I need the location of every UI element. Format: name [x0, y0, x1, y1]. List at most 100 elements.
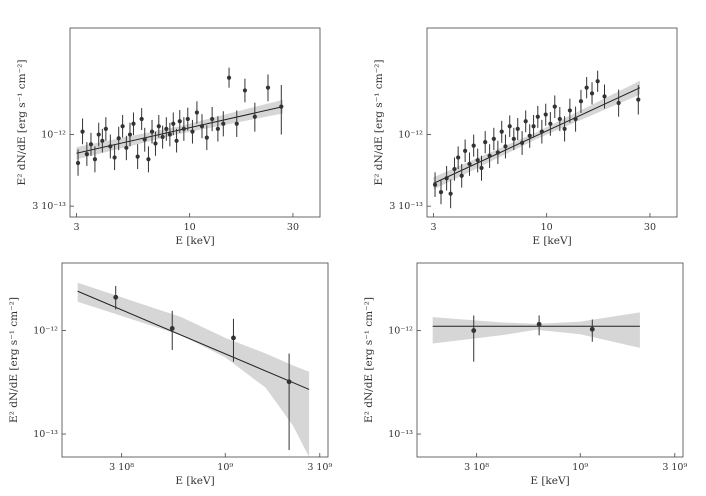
data-point-16	[135, 154, 140, 159]
y-axis-label: E² dN/dE [erg s⁻¹ cm⁻²]	[373, 60, 385, 186]
x-tick-label: 30	[287, 222, 299, 233]
data-point-38	[595, 79, 600, 84]
data-point-7	[459, 173, 464, 178]
data-point-3	[444, 176, 449, 181]
y-tick-label: 10⁻¹³	[33, 429, 58, 440]
data-point-18	[503, 144, 508, 149]
data-point-38	[226, 75, 232, 80]
x-tick-label: 3 10⁹	[307, 462, 332, 473]
x-tick-label: 3 10⁸	[109, 462, 134, 473]
x-tick-label: 3	[430, 222, 436, 233]
y-axis-label: E² dN/dE [erg s⁻¹ cm⁻²]	[16, 60, 28, 186]
data-point-34	[204, 135, 209, 140]
data-point-1	[75, 160, 81, 166]
x-tick-label: 10	[541, 222, 553, 233]
data-point-30	[185, 116, 190, 122]
data-point-42	[265, 85, 271, 90]
data-point-33	[567, 108, 572, 113]
plot-frame	[69, 27, 321, 218]
x-axis-label: E [keV]	[175, 235, 214, 247]
data-point-14	[487, 153, 492, 158]
data-point-32	[562, 126, 567, 131]
chart-panel-3: 3 10⁸ 10⁹ 3 10⁹ 10⁻¹³ 10⁻¹² E [keV] E² dN/dE […	[8, 262, 332, 487]
data-point-36	[215, 126, 220, 131]
data-point-13	[124, 145, 129, 150]
data-point-12	[479, 165, 484, 171]
data-point-28	[177, 119, 182, 124]
data-point-6	[456, 155, 461, 160]
y-tick-label: 10⁻¹³	[388, 429, 413, 440]
data-point-1	[471, 328, 477, 333]
data-point-26	[535, 114, 540, 119]
x-tick-label: 3	[73, 222, 79, 233]
y-tick-label: 10⁻¹²	[388, 326, 413, 337]
chart-panel-4: 3 10⁸ 10⁹ 3 10⁹ 10⁻¹³ 10⁻¹² E [keV] E² dN/dE […	[363, 262, 687, 487]
chart-panel-2: 3 10 30 3 10⁻¹³ 10⁻¹² E [keV] E² dN/dE [erg s⁻…	[373, 27, 678, 247]
data-point-2	[438, 189, 444, 195]
data-point-2	[536, 321, 542, 327]
data-point-1	[113, 294, 119, 300]
y-tick-label: 3 10⁻¹³	[389, 201, 423, 212]
y-axis-label: E² dN/dE [erg s⁻¹ cm⁻²]	[363, 297, 375, 423]
plot-frame	[61, 262, 329, 458]
data-point-20	[511, 136, 516, 141]
data-point-25	[167, 132, 172, 137]
data-point-10	[112, 155, 117, 160]
data-point-15	[491, 136, 496, 141]
confidence-band	[77, 282, 310, 457]
data-point-43	[279, 104, 284, 109]
data-point-3	[84, 151, 89, 157]
data-point-9	[108, 144, 113, 149]
data-point-20	[149, 129, 155, 134]
data-point-31	[190, 129, 195, 134]
data-point-39	[602, 94, 607, 99]
data-point-4	[88, 142, 94, 147]
data-point-27	[539, 129, 544, 134]
y-tick-label: 10⁻¹²	[41, 130, 66, 141]
data-point-17	[139, 116, 144, 122]
data-point-19	[507, 124, 512, 129]
data-point-29	[181, 126, 186, 131]
data-point-10	[471, 143, 476, 148]
x-tick-label: 10⁹	[217, 462, 233, 473]
data-point-7	[100, 138, 105, 143]
data-point-37	[589, 91, 595, 96]
data-point-24	[164, 126, 169, 131]
data-point-23	[523, 119, 528, 124]
data-point-26	[171, 121, 176, 126]
data-point-3	[589, 326, 595, 332]
data-point-21	[515, 126, 520, 131]
data-point-24	[527, 133, 532, 138]
data-point-41	[252, 114, 257, 119]
x-tick-label: 3 10⁹	[662, 462, 687, 473]
data-point-32	[194, 110, 200, 115]
data-point-8	[463, 148, 468, 153]
x-axis-label: E [keV]	[530, 475, 569, 487]
data-point-40	[242, 88, 248, 93]
data-point-37	[221, 121, 226, 126]
data-point-35	[578, 99, 584, 104]
data-point-4	[448, 191, 453, 196]
data-point-4	[286, 379, 292, 385]
data-point-9	[467, 161, 472, 167]
data-point-15	[131, 121, 136, 126]
data-point-22	[156, 124, 161, 129]
data-point-17	[499, 129, 504, 134]
data-point-3	[231, 335, 236, 341]
data-point-34	[573, 116, 578, 122]
data-point-5	[452, 166, 457, 172]
data-point-11	[475, 158, 480, 163]
data-point-33	[199, 124, 205, 129]
data-point-21	[153, 141, 158, 146]
data-point-39	[234, 121, 239, 126]
x-tick-label: 3 10⁸	[464, 462, 489, 473]
x-tick-label: 10	[184, 222, 196, 233]
data-point-2	[169, 325, 175, 331]
data-point-19	[146, 157, 151, 162]
x-tick-label: 10⁹	[572, 462, 588, 473]
x-axis-label: E [keV]	[175, 475, 214, 487]
data-point-35	[210, 116, 215, 122]
plot-frame	[426, 27, 678, 218]
chart-panel-1: 3 10 30 3 10⁻¹³ 10⁻¹² E [keV] E² dN/dE [erg s⁻…	[16, 27, 321, 247]
